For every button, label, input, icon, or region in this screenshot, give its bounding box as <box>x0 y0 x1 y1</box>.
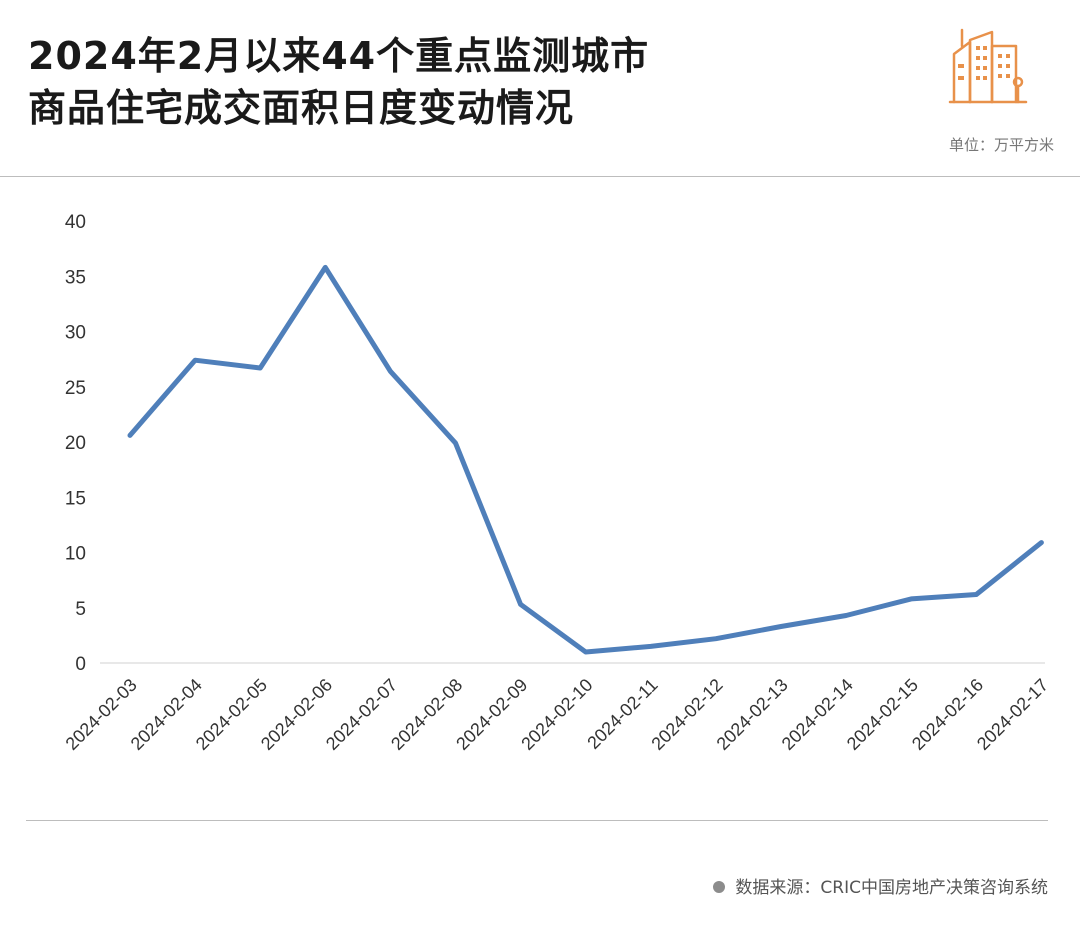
bottom-divider <box>26 820 1048 821</box>
y-tick-label: 20 <box>65 433 86 454</box>
source-note: 数据来源：CRIC中国房地产决策咨询系统 <box>713 873 1048 898</box>
y-tick-label: 0 <box>75 654 86 675</box>
y-tick-label: 35 <box>65 267 86 288</box>
y-tick-label: 40 <box>65 212 86 233</box>
bullet-dot-icon <box>713 881 726 893</box>
y-tick-label: 10 <box>65 544 86 565</box>
unit-label: 单位：万平方米 <box>948 136 1054 154</box>
title-line-2: 商品住宅成交面积日度变动情况 <box>28 86 575 130</box>
y-tick-label: 25 <box>65 378 86 399</box>
title-line-1: 2024年2月以来44个重点监测城市 <box>28 34 650 78</box>
y-tick-label: 30 <box>65 323 86 344</box>
top-divider <box>0 176 1080 177</box>
buildings-icon <box>948 28 1028 104</box>
source-text: 数据来源：CRIC中国房地产决策咨询系统 <box>735 878 1048 898</box>
y-tick-label: 15 <box>65 488 86 509</box>
y-tick-label: 5 <box>75 599 86 620</box>
chart-title: 2024年2月以来44个重点监测城市 商品住宅成交面积日度变动情况 <box>28 30 649 134</box>
series-line <box>127 264 1044 655</box>
